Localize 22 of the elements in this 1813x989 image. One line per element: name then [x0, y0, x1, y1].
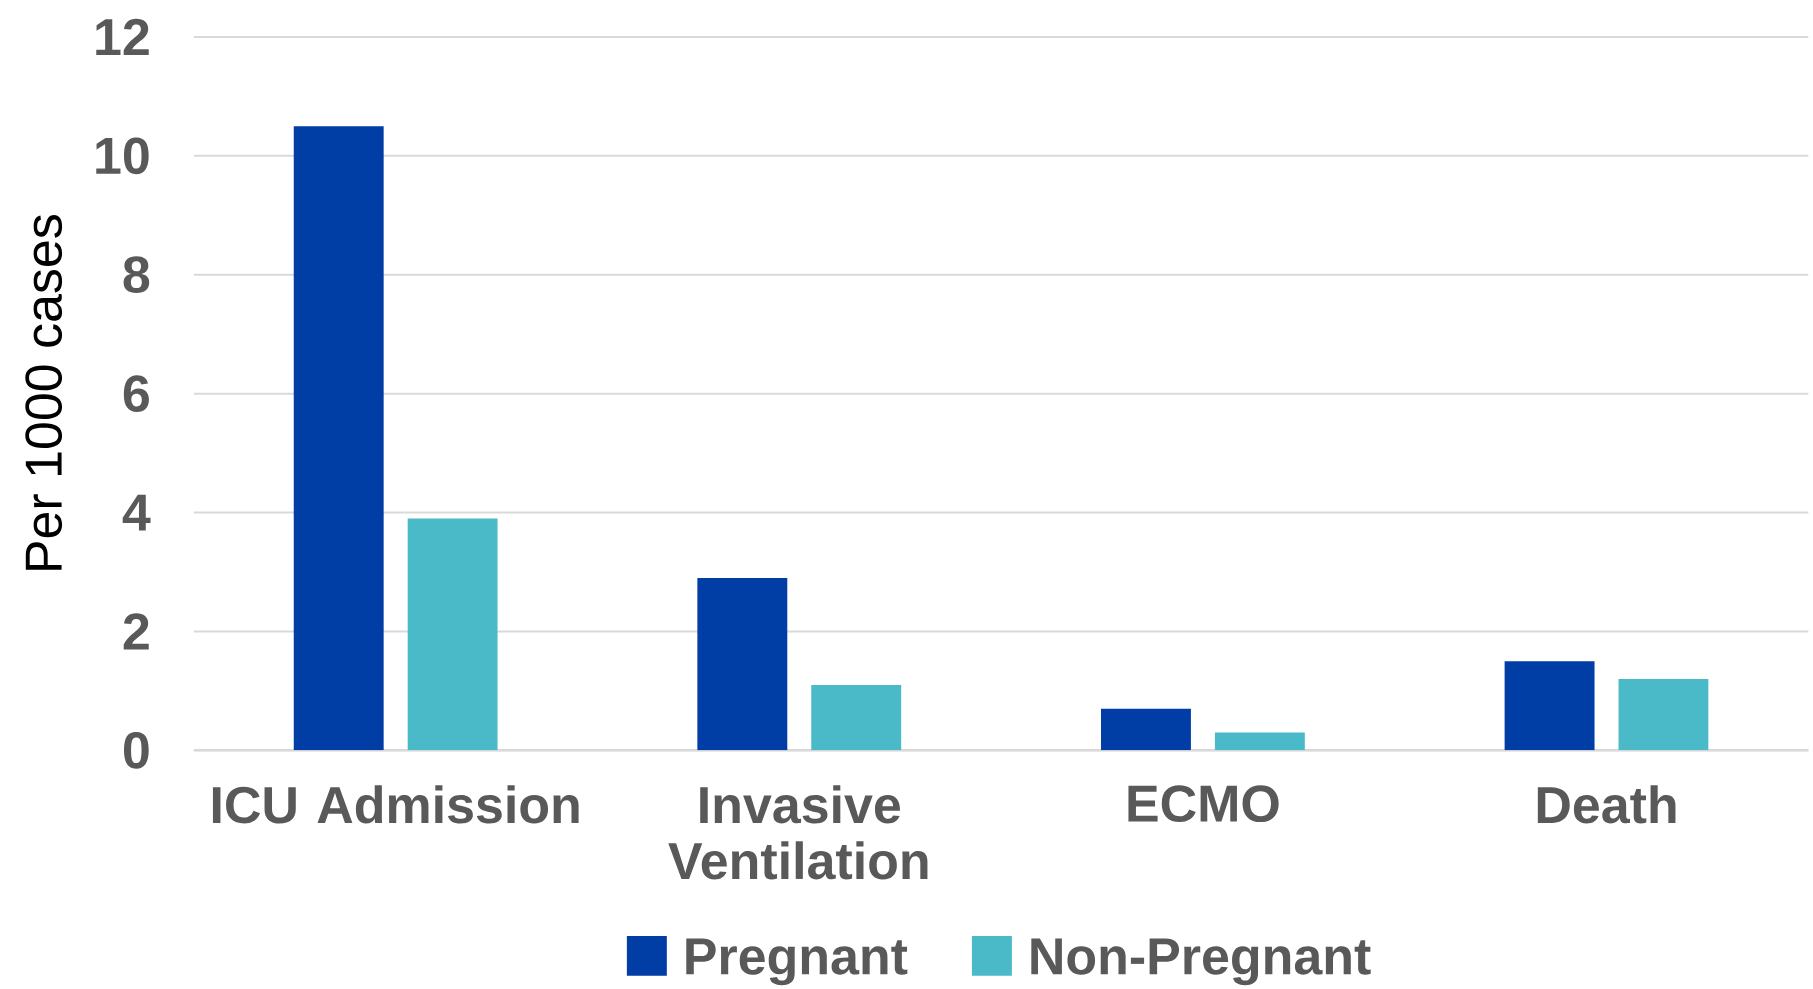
y-tick-label: 0 [123, 731, 149, 769]
y-tick-label: 10 [96, 137, 149, 175]
x-tick-label: Death [1537, 785, 1676, 824]
y-tick-label: 12 [96, 18, 149, 56]
y-axis-title: Per 1000 cases [25, 215, 63, 570]
bar [811, 684, 902, 751]
y-tick-label: 6 [123, 375, 149, 412]
bar [1504, 661, 1595, 751]
legend-label: Non-Pregnant [1031, 938, 1371, 986]
y-tick-label: 8 [123, 256, 150, 294]
bar [1214, 732, 1305, 751]
bar [407, 518, 498, 751]
y-tick-label: 2 [123, 613, 149, 650]
legend-label: Pregnant [686, 938, 908, 986]
x-tick-label: Invasive Ventilation [668, 785, 928, 880]
bar [1618, 678, 1709, 751]
bar [1101, 708, 1191, 751]
bar [697, 577, 788, 751]
bar [293, 126, 384, 751]
y-tick-label: 4 [122, 494, 151, 531]
x-tick-label: ECMO [1128, 785, 1279, 823]
x-tick-label: ICU Admission [212, 785, 579, 824]
